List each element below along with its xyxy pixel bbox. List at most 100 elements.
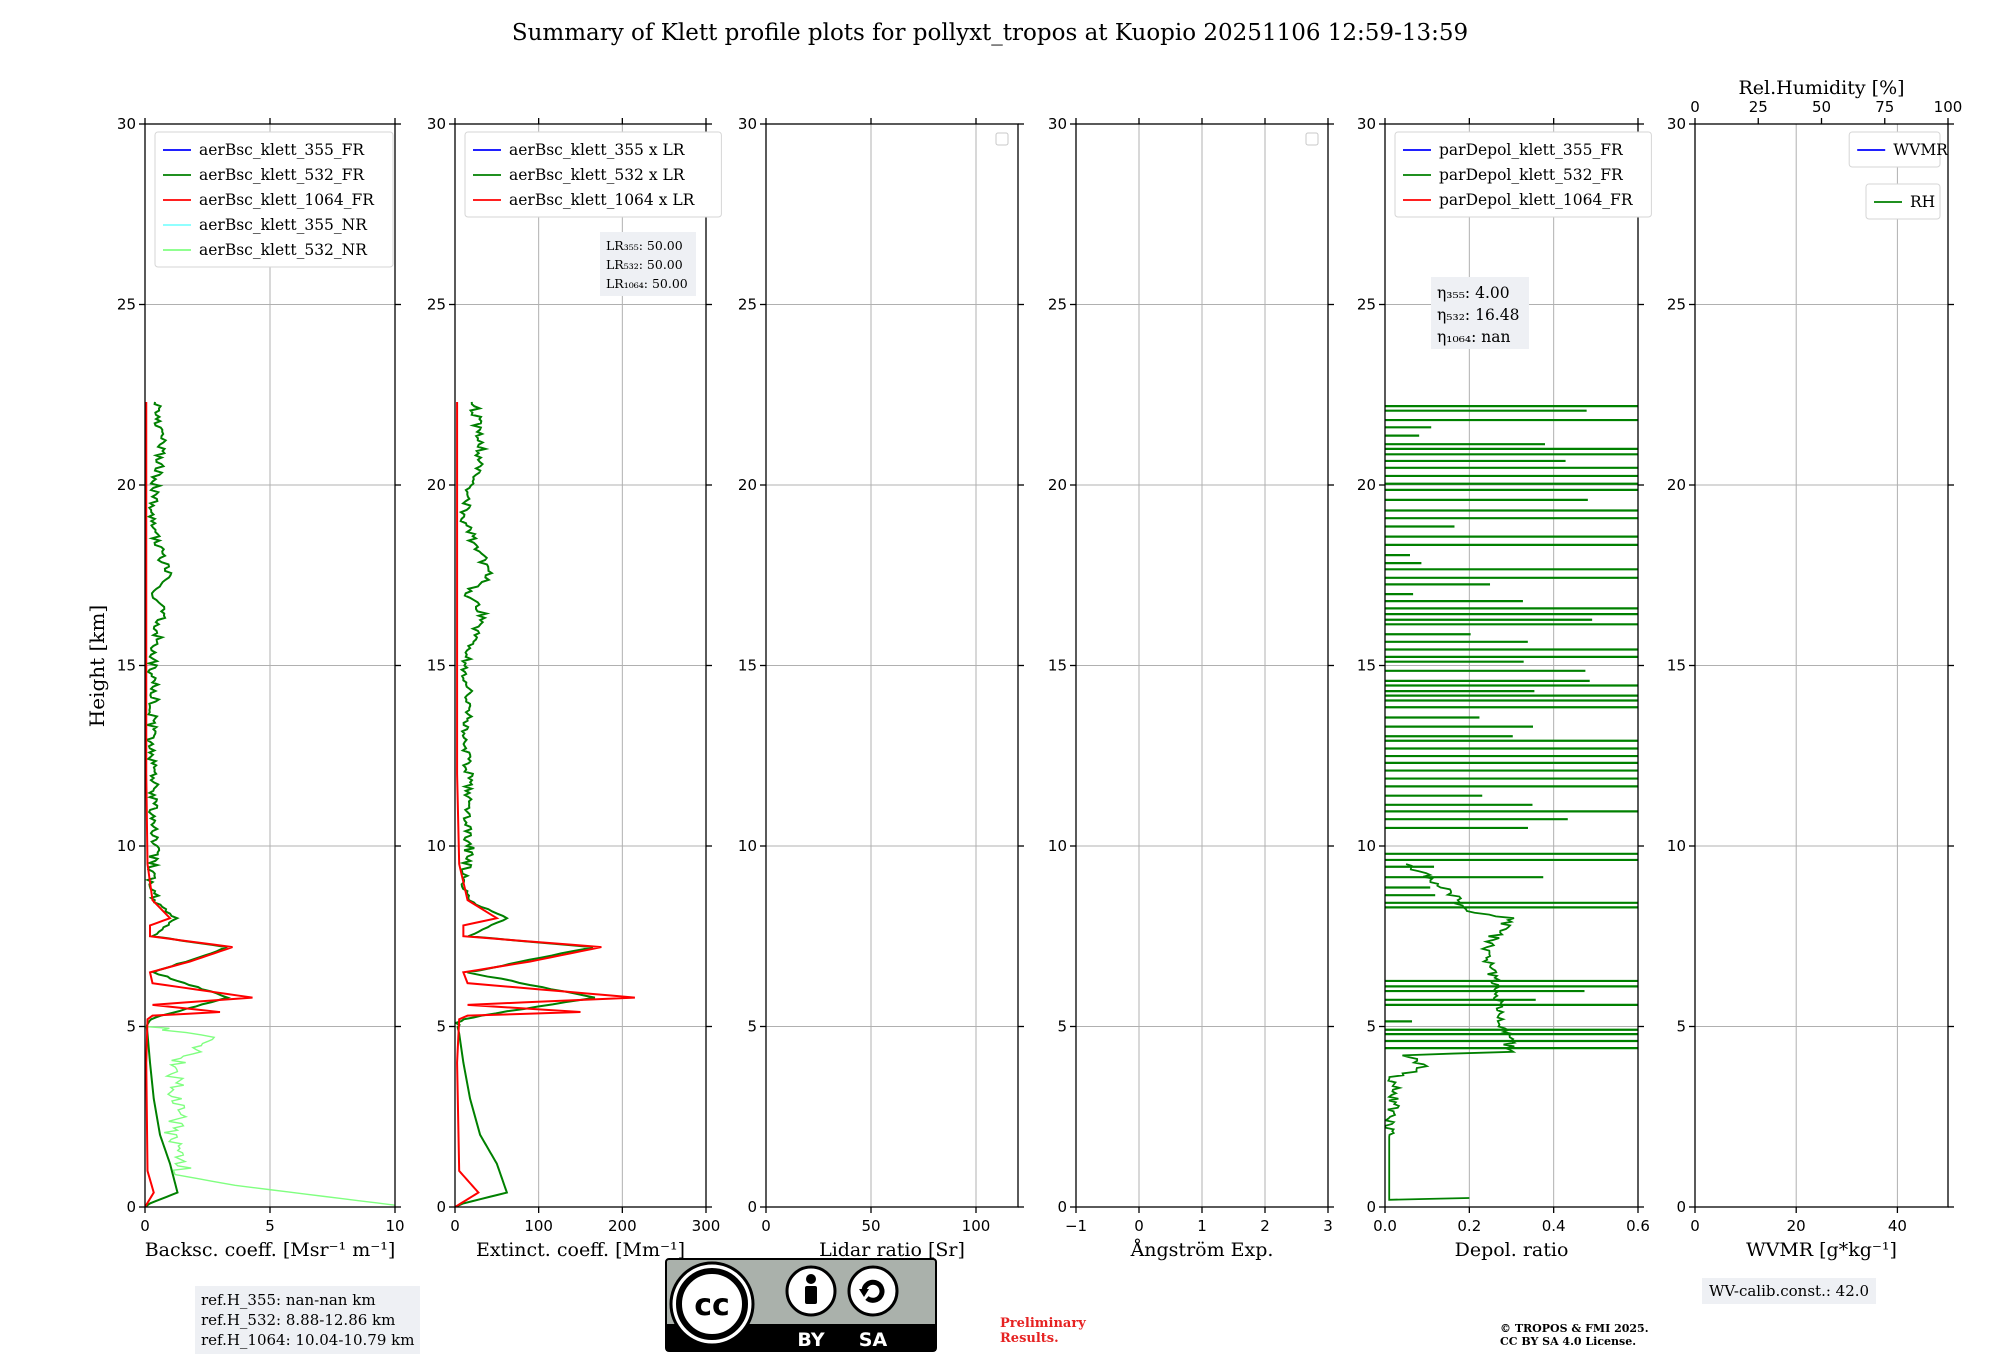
wv-calibration-constant: WV-calib.const.: 42.0 [1702, 1278, 1877, 1304]
y-tick-label: 15 [1048, 657, 1067, 675]
x-axis-label: Extinct. coeff. [Mm⁻¹] [476, 1239, 685, 1261]
legend-box [1865, 183, 1941, 220]
legend-entry: parDepol_klett_1064_FR [1439, 191, 1634, 209]
y-tick-label: 30 [1667, 115, 1686, 133]
eta-text: η₅₃₂: 16.48 [1437, 306, 1519, 324]
y-tick-label: 0 [436, 1198, 446, 1216]
y-tick-label: 25 [1667, 296, 1686, 314]
legend-entry: aerBsc_klett_355 x LR [509, 141, 686, 159]
svg-text:cc: cc [694, 1288, 730, 1323]
x-tick-label: 1 [1197, 1217, 1207, 1235]
ref-height-355: ref.H_355: nan-nan km [201, 1291, 376, 1309]
y-tick-label: 0 [1676, 1198, 1686, 1216]
y-tick-label: 20 [738, 476, 757, 494]
legend-entry: RH [1910, 193, 1935, 211]
y-tick-label: 5 [126, 1018, 136, 1036]
plot-area [455, 401, 635, 1207]
x-tick-label: 10 [385, 1217, 404, 1235]
y-tick-label: 20 [117, 476, 136, 494]
panel-3: 0 5 10 15 20 25 30 0 50 100 Lidar ratio [Sr] [738, 115, 1024, 1261]
y-tick-label: 0 [1057, 1198, 1067, 1216]
x2-tick-label: 100 [1934, 98, 1963, 116]
preliminary-line-2: Results. [1000, 1331, 1059, 1346]
y-tick-label: 15 [1357, 657, 1376, 675]
x-tick-label: −1 [1065, 1217, 1087, 1235]
x-tick-label: 0 [450, 1217, 460, 1235]
legend-box [1848, 131, 1941, 168]
x-tick-label: 100 [524, 1217, 553, 1235]
y-tick-label: 15 [1667, 657, 1686, 675]
lidar-ratio-text: LR₅₃₂: 50.00 [606, 257, 683, 272]
x2-axis-label: Rel.Humidity [%] [1738, 77, 1904, 99]
y-tick-label: 5 [747, 1018, 757, 1036]
figure-title: Summary of Klett profile plots for polly… [511, 20, 1469, 46]
x-tick-label: 300 [692, 1217, 721, 1235]
x-tick-label: 0 [1134, 1217, 1144, 1235]
copyright-line-1: © TROPOS & FMI 2025. [1500, 1322, 1649, 1335]
y-tick-label: 30 [117, 115, 136, 133]
series-aerBsc_klett_532_NR [145, 1025, 395, 1206]
y-tick-label: 5 [436, 1018, 446, 1036]
x-tick-label: 0 [140, 1217, 150, 1235]
legend-entry: aerBsc_klett_532_NR [199, 241, 368, 259]
x-tick-label: 5 [265, 1217, 275, 1235]
panel-1: 0 5 10 15 20 25 30 0 5 10 Backsc. coeff. [Msr⁻¹ m⁻… [117, 115, 405, 1261]
lidar-ratio-text: LR₃₅₅: 50.00 [606, 238, 683, 253]
legend-entry: aerBsc_klett_1064 x LR [509, 191, 696, 209]
empty-legend [1305, 132, 1319, 146]
x-axis-label: Backsc. coeff. [Msr⁻¹ m⁻¹] [145, 1239, 396, 1261]
y-tick-label: 30 [1357, 115, 1376, 133]
x-tick-label: 40 [1888, 1217, 1907, 1235]
legend-entry: aerBsc_klett_532 x LR [509, 166, 686, 184]
series-aerBsc_klett_532_FR [145, 401, 231, 1207]
y-tick-label: 0 [747, 1198, 757, 1216]
y-tick-label: 10 [738, 837, 757, 855]
x-tick-label: 20 [1787, 1217, 1806, 1235]
cc-sa-label: SA [859, 1329, 888, 1351]
x2-tick-label: 50 [1812, 98, 1831, 116]
x2-tick-label: 25 [1749, 98, 1768, 116]
series-aerBsc_klett_532 x LR [455, 401, 596, 1207]
cc-by-sa-badge: cc BY SA [665, 1258, 937, 1352]
legend-entry: aerBsc_klett_532_FR [199, 166, 365, 184]
y-tick-label: 30 [738, 115, 757, 133]
y-tick-label: 20 [1048, 476, 1067, 494]
y-tick-label: 20 [1667, 476, 1686, 494]
copyright-note: © TROPOS & FMI 2025. CC BY SA 4.0 Licens… [1500, 1322, 1649, 1348]
y-tick-label: 5 [1057, 1018, 1067, 1036]
copyright-line-2: CC BY SA 4.0 License. [1500, 1335, 1637, 1348]
lidar-ratio-text: LR₁₀₆₄: 50.00 [606, 276, 688, 291]
legend-entry: parDepol_klett_355_FR [1439, 141, 1624, 159]
legend-box [154, 131, 394, 268]
y-tick-label: 15 [117, 657, 136, 675]
x-tick-label: 0.0 [1373, 1217, 1397, 1235]
x-tick-label: 50 [861, 1217, 880, 1235]
cc-by-label: BY [797, 1329, 824, 1351]
y-tick-label: 10 [117, 837, 136, 855]
eta-text: η₁₀₆₄: nan [1437, 328, 1511, 346]
series-parDepol_klett_532_FR-noise [1385, 852, 1638, 909]
y-tick-label: 10 [1357, 837, 1376, 855]
series-aerBsc_klett_1064_FR [145, 401, 253, 1207]
height-axis-label: Height [km] [85, 605, 109, 727]
x-tick-label: 0 [761, 1217, 771, 1235]
eta-box [1431, 277, 1529, 349]
y-tick-label: 30 [427, 115, 446, 133]
panel-5: 0 5 10 15 20 25 30 0.0 0.2 0.4 0.6 Depol. ratio parD… [1357, 115, 1652, 1261]
x-tick-label: 0.4 [1542, 1217, 1566, 1235]
series-parDepol_klett_532_FR-noise [1385, 405, 1638, 830]
y-tick-label: 20 [1357, 476, 1376, 494]
x2-tick-label: 0 [1690, 98, 1700, 116]
legend-entry: aerBsc_klett_355_NR [199, 216, 368, 234]
series-parDepol_klett_532_FR [1385, 863, 1517, 1201]
legend-box [464, 131, 722, 218]
reference-heights-box: ref.H_355: nan-nan km ref.H_532: 8.88-12… [195, 1286, 421, 1354]
series-parDepol_klett_532_FR-noise [1385, 1020, 1638, 1050]
x-axis-label: Lidar ratio [Sr] [819, 1239, 965, 1261]
y-tick-label: 10 [1667, 837, 1686, 855]
legend-entry: parDepol_klett_532_FR [1439, 166, 1624, 184]
y-tick-label: 0 [1366, 1198, 1376, 1216]
lidar-ratio-box [600, 232, 696, 296]
